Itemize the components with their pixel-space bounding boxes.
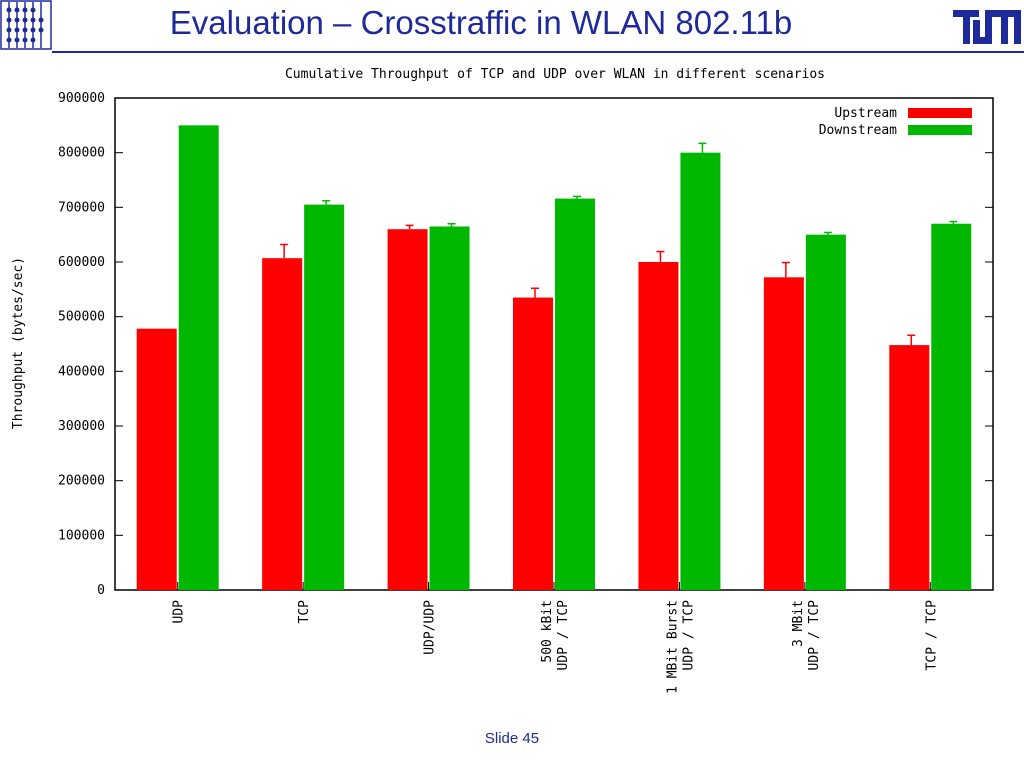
legend-label: Upstream <box>834 106 897 121</box>
slide-title: Evaluation – Crosstraffic in WLAN 802.11… <box>169 4 793 41</box>
x-tick-label: UDP <box>172 600 187 624</box>
bar-downstream-1 <box>304 204 345 590</box>
bar-upstream-6 <box>889 345 930 590</box>
bar-downstream-6 <box>931 223 972 590</box>
y-axis-label: Throughput (bytes/sec) <box>11 257 26 429</box>
bar-downstream-2 <box>429 226 470 590</box>
plot-frame <box>114 97 994 591</box>
y-tick-label: 500000 <box>58 310 105 325</box>
x-tick-label: UDP/UDP <box>423 600 438 655</box>
x-tick-label: 3 MBit <box>791 600 806 647</box>
x-tick-label: UDP / TCP <box>807 600 822 671</box>
bar-downstream-0 <box>178 125 219 590</box>
institute-logo-icon <box>0 0 52 50</box>
bar-upstream-1 <box>262 258 303 590</box>
bar-downstream-5 <box>805 234 846 590</box>
y-tick-label: 100000 <box>58 528 105 543</box>
bar-downstream-4 <box>680 152 721 590</box>
x-tick-label: 500 kBit <box>540 600 555 663</box>
bar-upstream-0 <box>136 328 177 590</box>
slide-number: Slide 45 <box>484 730 540 747</box>
y-tick-label: 200000 <box>58 474 105 489</box>
bar-upstream-4 <box>638 262 679 590</box>
y-tick-label: 400000 <box>58 364 105 379</box>
bar-upstream-3 <box>513 297 553 590</box>
y-tick-label: 600000 <box>58 255 105 270</box>
x-tick-label: UDP / TCP <box>556 600 571 671</box>
header-divider <box>52 51 1024 53</box>
x-tick-label: UDP / TCP <box>681 600 696 671</box>
x-tick-label: TCP <box>297 600 312 624</box>
bar-upstream-2 <box>387 229 428 590</box>
y-tick-label: 0 <box>97 583 105 598</box>
legend-label: Downstream <box>819 123 897 138</box>
bar-upstream-5 <box>763 277 804 590</box>
legend-swatch <box>908 108 972 118</box>
x-tick-label: 1 MBit Burst <box>665 600 680 694</box>
y-tick-label: 900000 <box>58 91 105 106</box>
tum-logo-icon <box>953 10 1021 44</box>
bar-downstream-3 <box>555 198 595 590</box>
y-tick-label: 300000 <box>58 419 105 434</box>
x-tick-label: TCP / TCP <box>924 600 939 671</box>
y-tick-label: 800000 <box>58 146 105 161</box>
y-tick-label: 700000 <box>58 200 105 215</box>
throughput-chart: Cumulative Throughput of TCP and UDP ove… <box>11 67 994 694</box>
chart-title: Cumulative Throughput of TCP and UDP ove… <box>285 67 825 82</box>
chart-legend: Upstream Downstream <box>819 106 972 138</box>
legend-swatch <box>908 125 972 135</box>
